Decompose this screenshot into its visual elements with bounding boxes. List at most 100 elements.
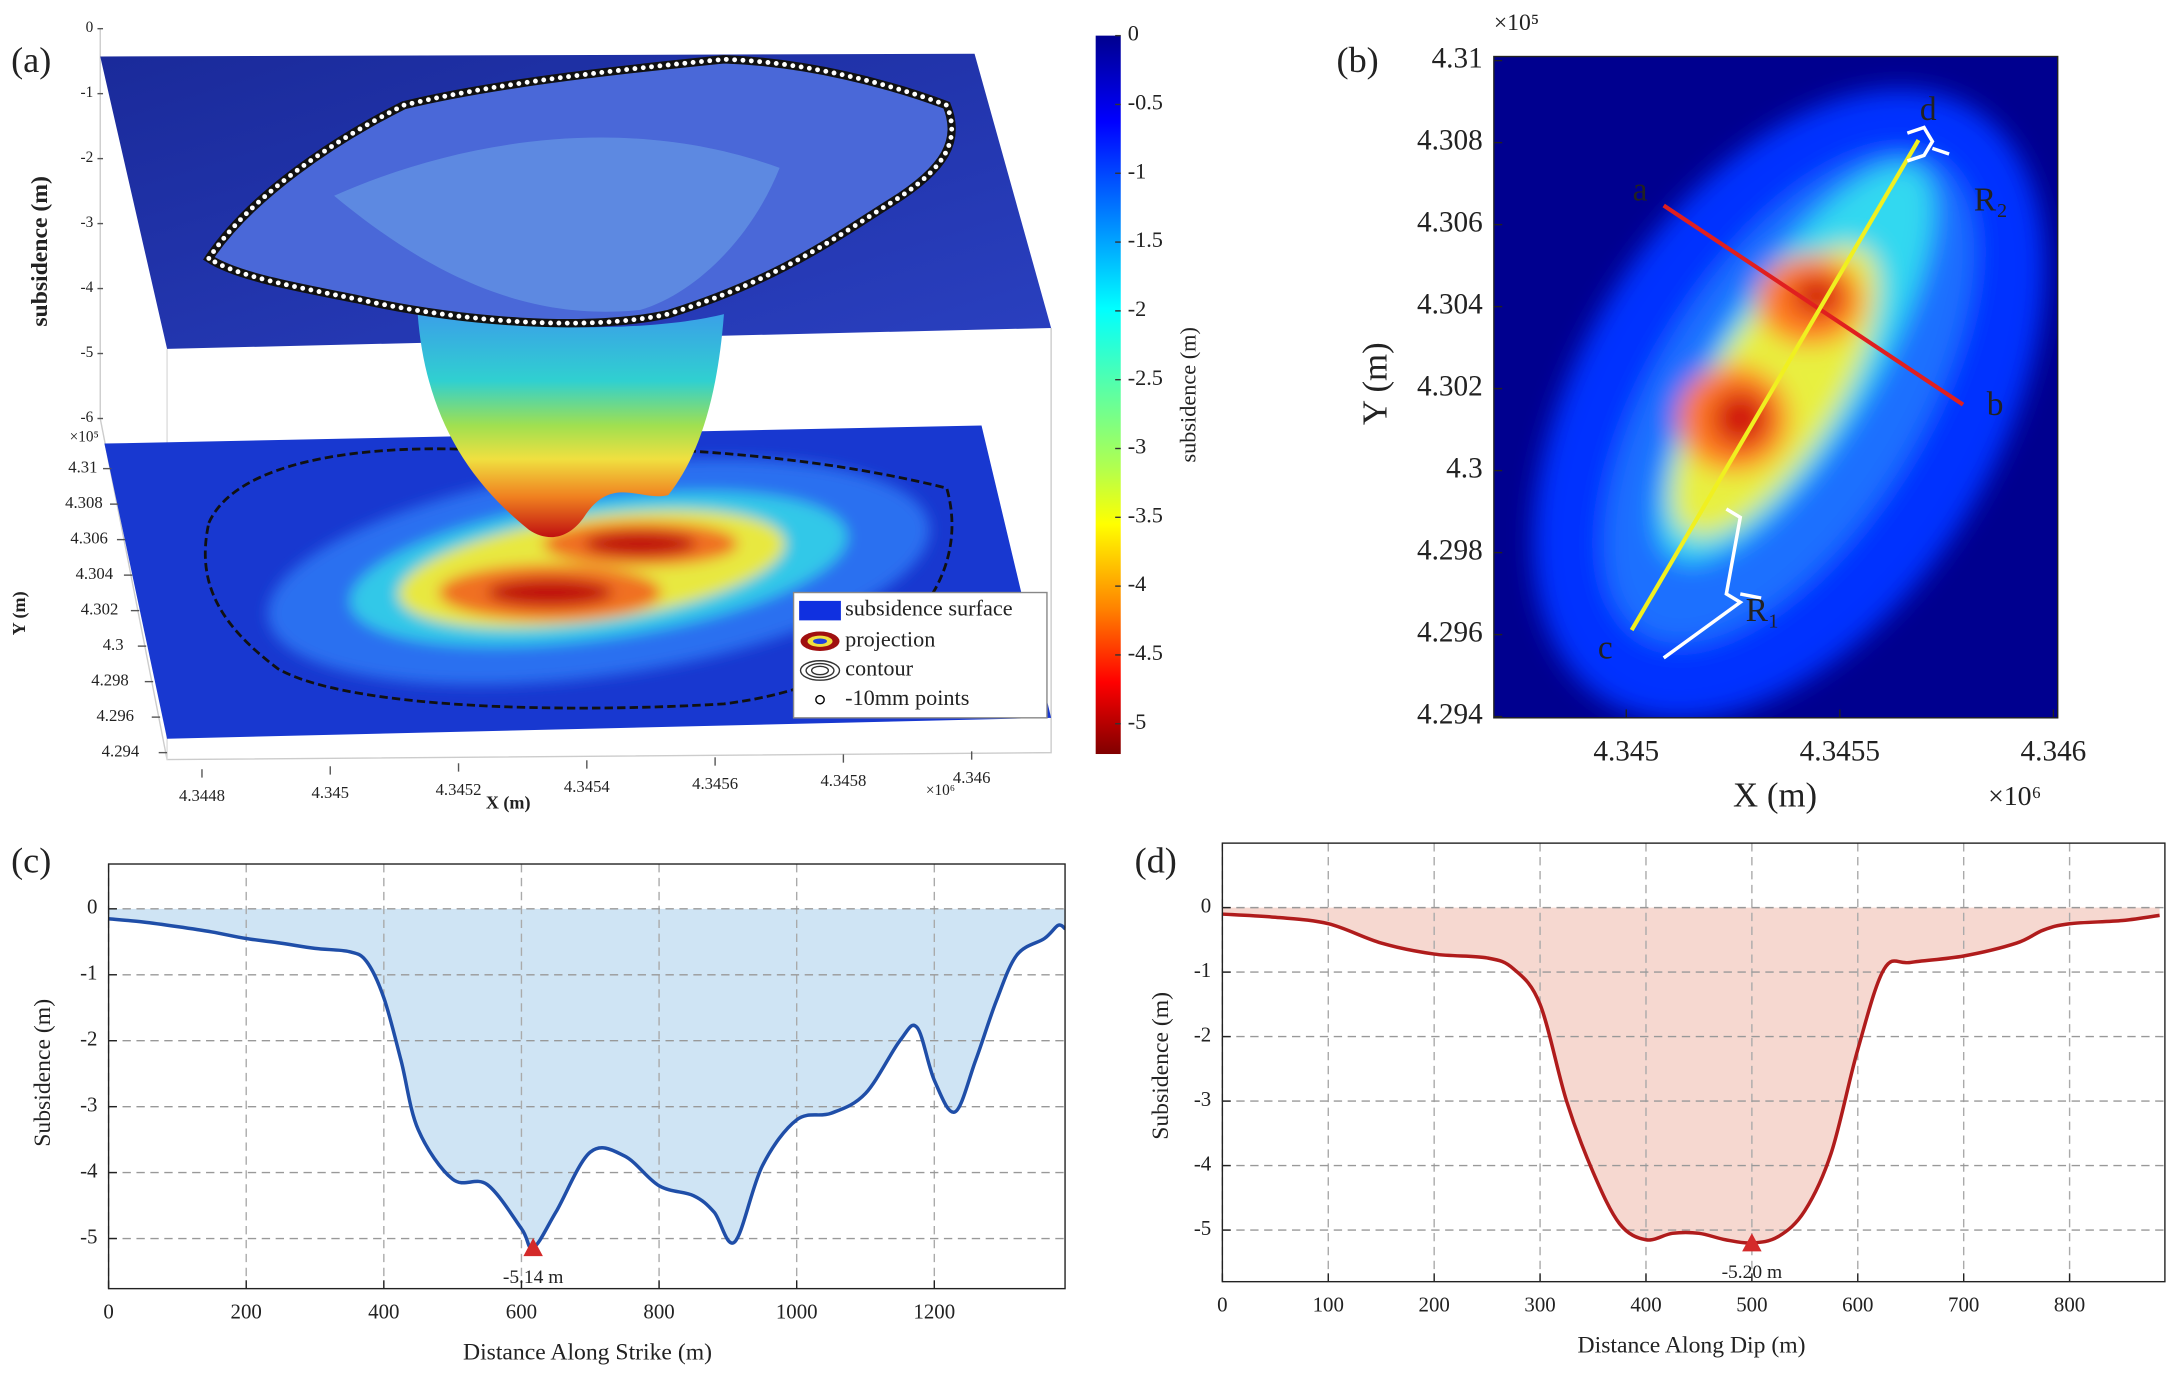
x-tick-label: 700 xyxy=(1948,1293,1979,1317)
x-tick-label: 4.3448 xyxy=(179,786,225,805)
panel-label: (b) xyxy=(1337,40,1379,80)
x-axis-label: Distance Along Strike (m) xyxy=(463,1340,712,1366)
min-marker xyxy=(523,1238,543,1257)
x-tick-label: 300 xyxy=(1524,1293,1555,1317)
x-tick-label: 4.3452 xyxy=(436,780,482,799)
y-tick-label: -5 xyxy=(80,1224,97,1248)
profile-annotation: c xyxy=(1598,630,1613,667)
colorbar-tick-label: -2 xyxy=(1128,296,1147,321)
panel-label: (d) xyxy=(1135,840,1177,880)
profile-annotation: R₂ xyxy=(1974,181,2008,218)
y-tick-label: 4.298 xyxy=(1417,534,1483,566)
x-scale: ×10⁶ xyxy=(1988,781,2041,812)
y-tick-label: 4.294 xyxy=(1417,698,1483,730)
y-tick-label: 4.294 xyxy=(102,741,140,760)
colorbar-tick-label: -0.5 xyxy=(1128,90,1163,115)
legend-label: projection xyxy=(845,626,935,651)
y-tick-label: -5 xyxy=(1194,1216,1211,1240)
legend-label: subsidence surface xyxy=(845,596,1013,621)
x-axis-label: Distance Along Dip (m) xyxy=(1578,1333,1806,1359)
x-tick-label: 500 xyxy=(1736,1293,1767,1317)
x-tick-label: 4.3455 xyxy=(1800,736,1880,768)
z-tick-label: -6 xyxy=(81,409,94,426)
panel-a-graphic xyxy=(99,28,1121,761)
y-tick-label: 4.308 xyxy=(65,493,103,512)
colorbar-tick-label: -1.5 xyxy=(1128,227,1163,252)
y-tick-label: 4.306 xyxy=(1417,206,1483,238)
colorbar-tick-label: 0 xyxy=(1128,21,1139,46)
y-axis-label: Y (m) xyxy=(9,591,30,635)
x-tick-label: 4.3456 xyxy=(692,774,738,793)
z-tick-label: -4 xyxy=(81,279,94,296)
x-tick-label: 200 xyxy=(1419,1293,1450,1317)
min-marker xyxy=(1742,1233,1762,1252)
colorbar-tick-label: -4 xyxy=(1128,571,1147,596)
x-tick-label: 400 xyxy=(368,1299,399,1323)
z-tick-label: -5 xyxy=(81,344,94,361)
legend-icon xyxy=(799,660,841,681)
legend-icon xyxy=(810,665,830,676)
y-tick-label: 4.31 xyxy=(68,457,97,476)
y-scale: ×10⁵ xyxy=(1494,10,1539,36)
legend-icon xyxy=(805,662,835,679)
y-tick-label: 0 xyxy=(1201,893,1211,917)
area-fill xyxy=(1222,907,2160,1244)
colorbar-tick-label: -2.5 xyxy=(1128,365,1163,390)
x-tick-label: 200 xyxy=(231,1299,262,1323)
x-tick-label: 0 xyxy=(1217,1293,1227,1317)
y-tick-label: 4.298 xyxy=(91,670,129,689)
z-axis-label: subsidence (m) xyxy=(27,176,53,326)
y-tick-label: 4.302 xyxy=(81,599,119,618)
profile-annotation: b xyxy=(1987,386,2004,423)
line xyxy=(108,917,1067,1250)
x-tick-label: 4.345 xyxy=(311,783,349,802)
y-tick-label: -1 xyxy=(1194,958,1211,982)
y-tick-label: 4.296 xyxy=(1417,616,1483,648)
y-tick-label: -3 xyxy=(80,1092,97,1116)
y-tick-label: -1 xyxy=(80,961,97,985)
y-scale: ×10⁵ xyxy=(70,429,99,446)
legend-icon xyxy=(799,600,841,621)
x-axis-label: X (m) xyxy=(1733,776,1817,815)
y-tick-label: -2 xyxy=(1194,1022,1211,1046)
x-tick-label: 400 xyxy=(1630,1293,1661,1317)
y-axis-label: Subsidence (m) xyxy=(1148,992,1174,1140)
x-tick-label: 1000 xyxy=(776,1299,818,1323)
x-axis-label: X (m) xyxy=(486,792,531,813)
x-tick-label: 800 xyxy=(643,1299,674,1323)
z-tick-label: -1 xyxy=(81,84,94,101)
profile-annotation: d xyxy=(1920,91,1937,128)
colorbar-tick-label: -3 xyxy=(1128,434,1147,459)
y-tick-label: -4 xyxy=(80,1158,98,1182)
profile-annotation: a xyxy=(1633,172,1648,209)
y-tick-label: 4.306 xyxy=(70,528,108,547)
colorbar-tick-label: -4.5 xyxy=(1128,640,1163,665)
plot-frame xyxy=(1221,842,2166,1283)
panel-b-graphic xyxy=(1493,55,2059,719)
colorbar-tick-label: -3.5 xyxy=(1128,502,1163,527)
legend-label: contour xyxy=(845,656,914,681)
legend-icon xyxy=(813,638,827,645)
y-tick-label: 4.304 xyxy=(1417,288,1483,320)
x-scale: ×10⁶ xyxy=(926,782,955,799)
area-fill xyxy=(108,908,1066,1249)
x-tick-label: 4.3454 xyxy=(564,777,611,796)
colorbar-tick-label: -1 xyxy=(1128,158,1147,183)
x-tick-label: 600 xyxy=(506,1299,537,1323)
x-tick-label: 800 xyxy=(2054,1293,2085,1317)
colorbar-tick-label: -5 xyxy=(1128,709,1147,734)
z-tick-label: 0 xyxy=(86,19,94,36)
profile-annotation: R₁ xyxy=(1746,592,1780,629)
line xyxy=(1222,912,2160,1245)
x-tick-label: 0 xyxy=(103,1299,113,1323)
y-tick-label: 4.304 xyxy=(76,564,114,583)
x-tick-label: 600 xyxy=(1842,1293,1873,1317)
y-tick-label: 4.31 xyxy=(1432,42,1483,74)
y-tick-label: 0 xyxy=(87,895,97,919)
y-axis-label: Y (m) xyxy=(1355,342,1394,425)
colorbar-label: subsidence (m) xyxy=(1175,327,1200,462)
x-tick-label: 4.346 xyxy=(2021,736,2087,768)
x-tick-label: 1200 xyxy=(913,1299,955,1323)
x-tick-label: 4.346 xyxy=(953,768,991,787)
